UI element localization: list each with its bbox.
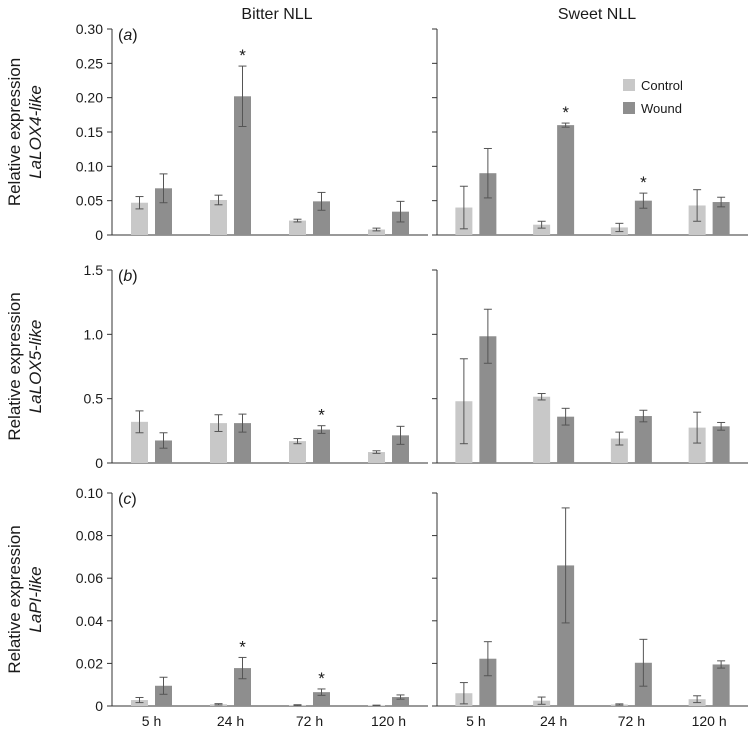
bar-wound-0 [155,440,172,463]
bar-control-2 [610,438,628,463]
bar-control-3 [368,452,385,463]
bar-control-0 [131,202,148,235]
x-tick-label: 24 h [540,713,567,729]
panels: 0 0.05 0.10 0.15 0.20 0.25 0.30 * (a) Relative ex… [5,21,748,729]
y-tick-label: 0.10 [76,485,103,501]
bar-wound-3 [712,426,730,463]
bar-control-1 [533,224,551,235]
y-axis-gene-label: LaLOX4-like [26,85,45,179]
x-tick-label: 72 h [296,713,323,729]
bar-wound-3 [392,697,409,706]
bar-wound-2 [313,201,330,235]
y-tick-label: 0.08 [76,528,103,544]
bar-wound-2 [313,692,330,706]
legend-swatch-control [623,79,635,91]
y-tick-label: 0.04 [76,613,103,629]
x-tick-label: 5 h [142,713,161,729]
panel-c-sweet: 5 h 24 h 72 h 120 h [432,492,748,729]
panel-a-bitter: 0 0.05 0.10 0.15 0.20 0.25 0.30 * (a) Relative ex… [5,21,428,243]
significance-star: * [640,173,647,192]
bar-control-0 [131,421,148,463]
panel-tag: (c) [118,491,137,508]
y-tick-label: 1.5 [84,262,104,278]
y-tick-label: 0.02 [76,655,103,671]
y-tick-label: 0 [95,698,103,714]
panel-b-sweet [432,269,748,464]
bar-wound-1 [557,416,575,463]
x-tick-label: 72 h [618,713,645,729]
bar-wound-1 [557,125,575,235]
bar-wound-0 [155,685,172,706]
y-tick-label: 1.0 [84,326,104,342]
panel-tag: (b) [118,268,138,285]
y-axis-label: Relative expression [5,525,24,673]
column-titles: Bitter NLL Sweet NLL [241,6,636,23]
significance-star: * [562,103,569,122]
panel-b-bitter: 0 0.5 1.0 1.5 * (b) Relative expression LaLOX5-… [5,262,428,471]
y-tick-label: 0.10 [76,158,103,174]
column-title-bitter: Bitter NLL [241,6,312,23]
bar-wound-2 [313,429,330,463]
bar-wound-0 [479,336,497,463]
bar-wound-0 [479,173,497,235]
x-tick-label: 120 h [692,713,727,729]
significance-star: * [239,46,246,65]
x-tick-label: 24 h [217,713,244,729]
y-tick-label: 0 [95,455,103,471]
y-tick-label: 0.20 [76,90,103,106]
bar-control-2 [289,441,306,463]
y-axis-gene-label: LaLOX5-like [26,320,45,414]
bar-wound-0 [479,658,497,706]
bar-control-1 [533,396,551,463]
y-tick-label: 0.30 [76,21,103,37]
legend-label-control: Control [641,78,683,93]
column-title-sweet: Sweet NLL [558,6,636,23]
bar-control-2 [289,220,306,235]
significance-star: * [318,669,325,688]
y-tick-label: 0 [95,227,103,243]
bar-control-3 [368,229,385,235]
bar-wound-1 [234,423,251,463]
bar-wound-3 [392,211,409,235]
y-axis-label: Relative expression [5,292,24,440]
bar-wound-1 [234,668,251,706]
x-tick-label: 5 h [466,713,485,729]
x-tick-label: 120 h [371,713,406,729]
panel-tag: (a) [118,27,138,44]
bar-control-1 [210,199,227,235]
y-tick-label: 0.25 [76,55,103,71]
bar-wound-3 [712,664,730,706]
y-tick-label: 0.5 [84,391,104,407]
bar-wound-2 [634,200,652,235]
legend: Control Wound [623,78,683,116]
bar-wound-2 [634,416,652,463]
bar-wound-1 [557,565,575,706]
significance-star: * [239,637,246,656]
panel-c-bitter: 0 0.02 0.04 0.06 0.08 0.10 * * 5 h 24 h 72 h 120 h (… [5,485,428,729]
bar-wound-3 [392,435,409,463]
bar-wound-1 [234,96,251,235]
bar-wound-3 [712,202,730,235]
y-tick-label: 0.15 [76,124,103,140]
y-axis-label: Relative expression [5,58,24,206]
legend-swatch-wound [623,102,635,114]
y-tick-label: 0.05 [76,193,103,209]
y-axis-gene-label: LaPI-like [26,566,45,632]
bar-control-3 [688,427,706,463]
bar-wound-0 [155,188,172,235]
significance-star: * [318,406,325,425]
bar-control-1 [210,423,227,463]
panel-a-sweet: ** [432,28,748,236]
y-tick-label: 0.06 [76,570,103,586]
legend-label-wound: Wound [641,101,682,116]
